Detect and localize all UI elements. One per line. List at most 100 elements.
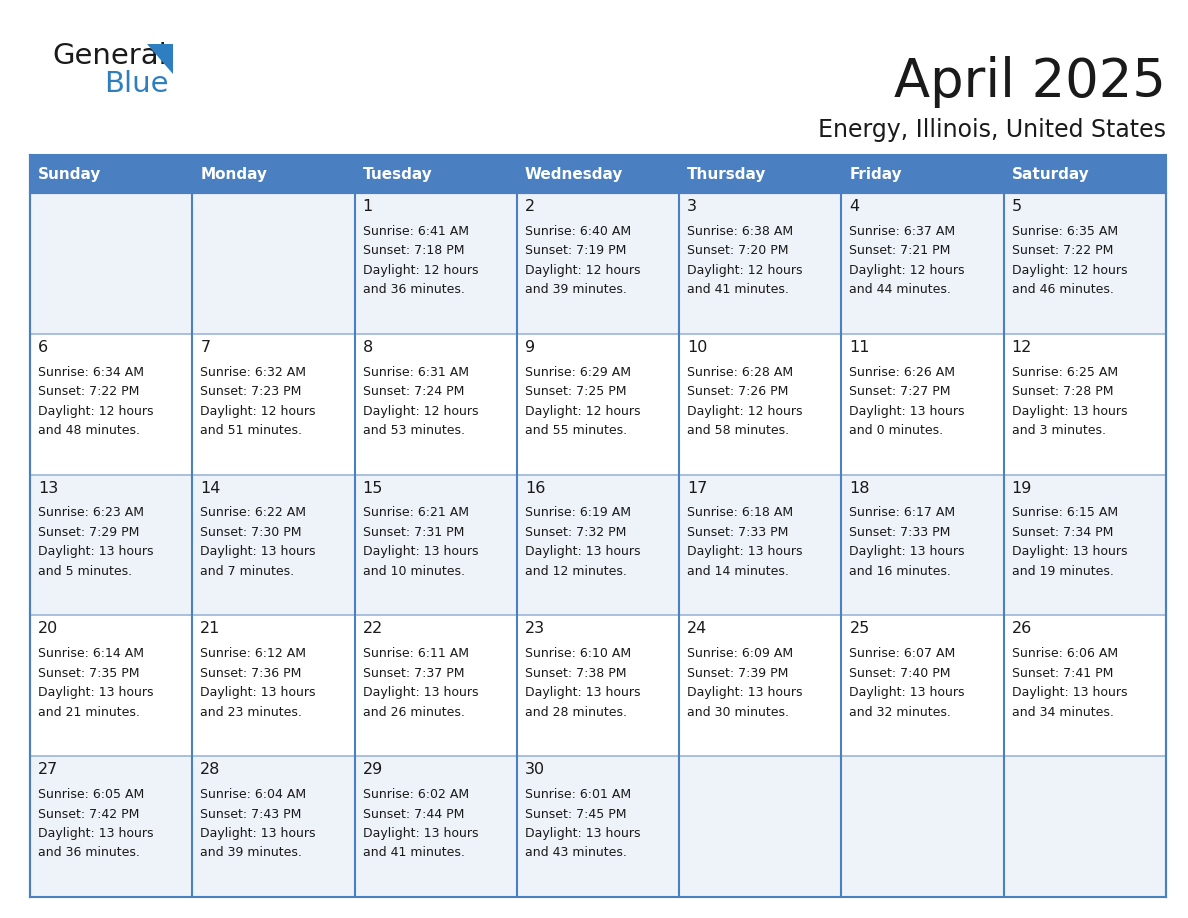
Text: and 41 minutes.: and 41 minutes.	[362, 846, 465, 859]
Text: Sunset: 7:25 PM: Sunset: 7:25 PM	[525, 386, 626, 398]
Text: 19: 19	[1012, 481, 1032, 496]
Text: Sunrise: 6:22 AM: Sunrise: 6:22 AM	[201, 507, 307, 520]
Text: Thursday: Thursday	[687, 166, 766, 182]
Text: Daylight: 13 hours: Daylight: 13 hours	[362, 545, 478, 558]
Text: 11: 11	[849, 340, 870, 354]
Text: Sunset: 7:32 PM: Sunset: 7:32 PM	[525, 526, 626, 539]
Text: 26: 26	[1012, 621, 1032, 636]
Text: 16: 16	[525, 481, 545, 496]
Bar	[517, 756, 680, 897]
Bar	[30, 756, 192, 897]
Text: and 36 minutes.: and 36 minutes.	[38, 846, 140, 859]
Text: Daylight: 13 hours: Daylight: 13 hours	[201, 827, 316, 840]
Bar	[517, 615, 680, 756]
Text: Sunrise: 6:09 AM: Sunrise: 6:09 AM	[687, 647, 794, 660]
Text: Sunset: 7:22 PM: Sunset: 7:22 PM	[38, 386, 139, 398]
Text: and 30 minutes.: and 30 minutes.	[687, 706, 789, 719]
Text: Sunset: 7:28 PM: Sunset: 7:28 PM	[1012, 386, 1113, 398]
Bar	[30, 334, 192, 475]
Bar	[841, 615, 1004, 756]
Text: Sunset: 7:33 PM: Sunset: 7:33 PM	[687, 526, 789, 539]
Text: Sunrise: 6:21 AM: Sunrise: 6:21 AM	[362, 507, 468, 520]
Text: and 53 minutes.: and 53 minutes.	[362, 424, 465, 437]
Text: Blue: Blue	[105, 70, 169, 98]
Text: Sunset: 7:37 PM: Sunset: 7:37 PM	[362, 666, 465, 679]
Text: Sunrise: 6:32 AM: Sunrise: 6:32 AM	[201, 365, 307, 379]
Text: and 51 minutes.: and 51 minutes.	[201, 424, 302, 437]
Text: and 43 minutes.: and 43 minutes.	[525, 846, 627, 859]
Text: Sunset: 7:35 PM: Sunset: 7:35 PM	[38, 666, 139, 679]
Text: Sunrise: 6:31 AM: Sunrise: 6:31 AM	[362, 365, 468, 379]
Bar	[1004, 475, 1165, 615]
Text: Sunset: 7:22 PM: Sunset: 7:22 PM	[1012, 244, 1113, 257]
Bar	[192, 475, 354, 615]
Text: and 12 minutes.: and 12 minutes.	[525, 565, 627, 577]
Text: and 58 minutes.: and 58 minutes.	[687, 424, 789, 437]
Text: and 23 minutes.: and 23 minutes.	[201, 706, 302, 719]
Text: 1: 1	[362, 199, 373, 214]
Bar	[680, 615, 841, 756]
Text: 24: 24	[687, 621, 707, 636]
Text: Daylight: 13 hours: Daylight: 13 hours	[525, 545, 640, 558]
Bar	[30, 475, 192, 615]
Text: Daylight: 12 hours: Daylight: 12 hours	[362, 263, 478, 276]
Text: Sunrise: 6:38 AM: Sunrise: 6:38 AM	[687, 225, 794, 238]
Text: 23: 23	[525, 621, 545, 636]
Text: 18: 18	[849, 481, 870, 496]
Text: and 34 minutes.: and 34 minutes.	[1012, 706, 1113, 719]
Text: Daylight: 12 hours: Daylight: 12 hours	[687, 405, 803, 418]
Text: 12: 12	[1012, 340, 1032, 354]
Text: 13: 13	[38, 481, 58, 496]
Text: 9: 9	[525, 340, 535, 354]
Text: and 0 minutes.: and 0 minutes.	[849, 424, 943, 437]
Bar	[841, 155, 1004, 193]
Text: Tuesday: Tuesday	[362, 166, 432, 182]
Bar	[517, 193, 680, 334]
Bar	[680, 475, 841, 615]
Bar	[354, 193, 517, 334]
Text: and 16 minutes.: and 16 minutes.	[849, 565, 952, 577]
Text: Sunrise: 6:04 AM: Sunrise: 6:04 AM	[201, 788, 307, 801]
Text: and 28 minutes.: and 28 minutes.	[525, 706, 627, 719]
Text: Sunset: 7:19 PM: Sunset: 7:19 PM	[525, 244, 626, 257]
Polygon shape	[147, 44, 173, 74]
Text: and 21 minutes.: and 21 minutes.	[38, 706, 140, 719]
Text: 3: 3	[687, 199, 697, 214]
Text: Sunrise: 6:26 AM: Sunrise: 6:26 AM	[849, 365, 955, 379]
Bar	[192, 334, 354, 475]
Text: Daylight: 12 hours: Daylight: 12 hours	[1012, 263, 1127, 276]
Text: Saturday: Saturday	[1012, 166, 1089, 182]
Text: Energy, Illinois, United States: Energy, Illinois, United States	[819, 118, 1165, 142]
Bar	[841, 756, 1004, 897]
Text: Sunrise: 6:25 AM: Sunrise: 6:25 AM	[1012, 365, 1118, 379]
Text: 7: 7	[201, 340, 210, 354]
Text: Sunset: 7:33 PM: Sunset: 7:33 PM	[849, 526, 950, 539]
Text: 4: 4	[849, 199, 860, 214]
Text: Daylight: 13 hours: Daylight: 13 hours	[687, 686, 803, 700]
Text: Sunrise: 6:11 AM: Sunrise: 6:11 AM	[362, 647, 468, 660]
Text: Sunset: 7:36 PM: Sunset: 7:36 PM	[201, 666, 302, 679]
Bar	[680, 155, 841, 193]
Bar	[1004, 334, 1165, 475]
Bar	[354, 334, 517, 475]
Text: 6: 6	[38, 340, 49, 354]
Text: and 39 minutes.: and 39 minutes.	[201, 846, 302, 859]
Text: Sunset: 7:23 PM: Sunset: 7:23 PM	[201, 386, 302, 398]
Bar	[680, 193, 841, 334]
Text: Sunrise: 6:18 AM: Sunrise: 6:18 AM	[687, 507, 794, 520]
Text: Daylight: 13 hours: Daylight: 13 hours	[849, 686, 965, 700]
Text: Daylight: 12 hours: Daylight: 12 hours	[38, 405, 153, 418]
Text: Sunrise: 6:07 AM: Sunrise: 6:07 AM	[849, 647, 955, 660]
Text: Sunrise: 6:28 AM: Sunrise: 6:28 AM	[687, 365, 794, 379]
Text: 22: 22	[362, 621, 383, 636]
Bar	[517, 155, 680, 193]
Text: and 46 minutes.: and 46 minutes.	[1012, 283, 1113, 297]
Text: 28: 28	[201, 762, 221, 778]
Text: Sunset: 7:45 PM: Sunset: 7:45 PM	[525, 808, 626, 821]
Text: 27: 27	[38, 762, 58, 778]
Text: Sunrise: 6:35 AM: Sunrise: 6:35 AM	[1012, 225, 1118, 238]
Text: 21: 21	[201, 621, 221, 636]
Text: Sunset: 7:29 PM: Sunset: 7:29 PM	[38, 526, 139, 539]
Text: and 26 minutes.: and 26 minutes.	[362, 706, 465, 719]
Text: Daylight: 13 hours: Daylight: 13 hours	[687, 545, 803, 558]
